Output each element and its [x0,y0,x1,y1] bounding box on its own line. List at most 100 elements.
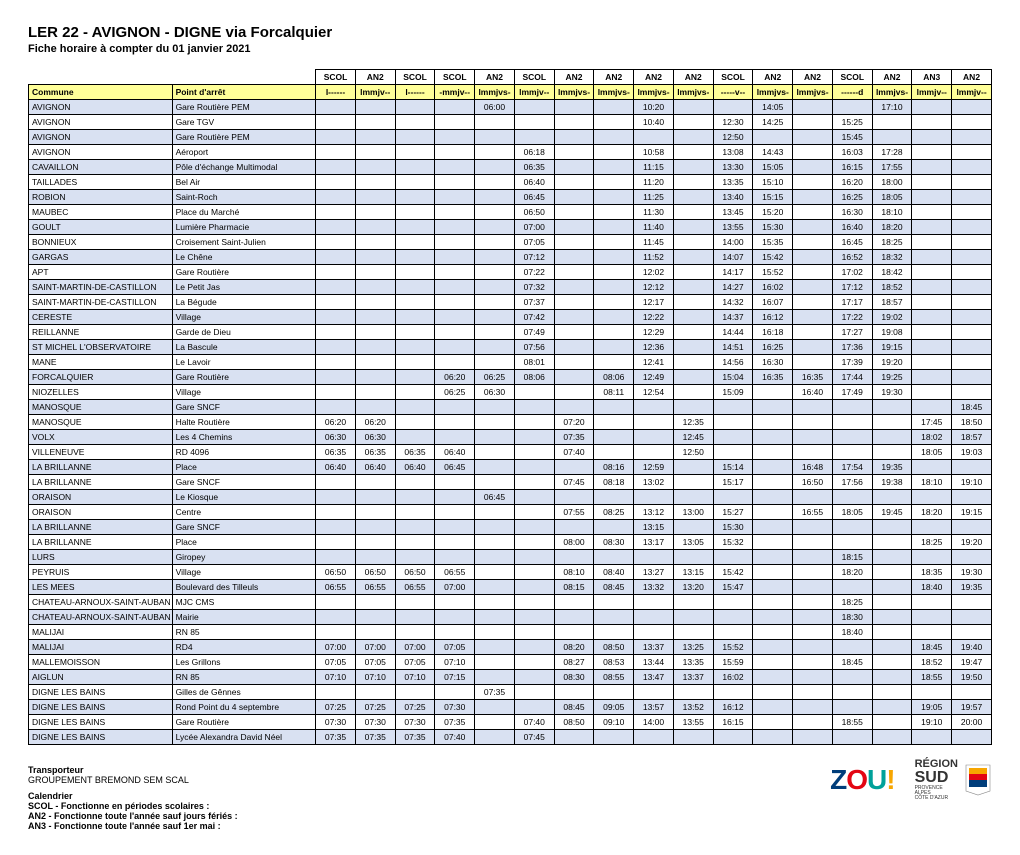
cell-time [395,310,435,325]
cell-time: 17:22 [832,310,872,325]
cell-time [673,280,713,295]
cell-time: 06:00 [475,100,515,115]
cell-time [475,520,515,535]
cell-time [554,400,594,415]
cell-arret: Gare Routière [172,370,316,385]
cell-time: 07:30 [316,715,356,730]
cell-commune: GARGAS [29,250,173,265]
cell-time [435,115,475,130]
cell-time [316,190,356,205]
cell-commune: MANOSQUE [29,400,173,415]
cell-time [634,430,674,445]
cell-arret: RD 4096 [172,445,316,460]
cell-time [673,490,713,505]
cell-time: 06:35 [514,160,554,175]
table-row: TAILLADESBel Air06:4011:2013:3515:1016:2… [29,175,992,190]
cell-time: 16:12 [713,700,753,715]
cell-time [355,325,395,340]
table-row: REILLANNEGarde de Dieu07:4912:2914:4416:… [29,325,992,340]
cell-time: 07:10 [316,670,356,685]
cell-time [952,205,992,220]
cell-time [435,430,475,445]
zou-logo: ZOU! [830,764,894,796]
table-row: MANOSQUEGare SNCF18:45 [29,400,992,415]
cell-time [753,715,793,730]
cell-time [554,340,594,355]
cell-time [594,130,634,145]
cell-time: 17:17 [832,295,872,310]
cell-time [554,385,594,400]
cell-time [355,295,395,310]
cell-time [355,685,395,700]
cell-time [912,595,952,610]
cell-time: 16:55 [793,505,833,520]
cell-time [355,100,395,115]
calendrier-an2: AN2 - Fonctionne toute l'année sauf jour… [28,811,238,821]
cell-arret: Mairie [172,610,316,625]
cell-commune: DIGNE LES BAINS [29,700,173,715]
col-days: ------d [832,85,872,100]
cell-time [475,265,515,280]
cell-time: 08:53 [594,655,634,670]
cell-time [832,520,872,535]
cell-time [355,115,395,130]
cell-time: 06:50 [395,565,435,580]
cell-time: 07:37 [514,295,554,310]
cell-time: 13:02 [634,475,674,490]
cell-time [673,220,713,235]
cell-time: 13:00 [673,505,713,520]
col-service: SCOL [435,70,475,85]
cell-time [395,130,435,145]
cell-time: 13:30 [713,160,753,175]
cell-time: 08:50 [594,640,634,655]
cell-arret: RN 85 [172,625,316,640]
cell-time [355,475,395,490]
cell-time [475,415,515,430]
cell-time: 07:35 [435,715,475,730]
cell-time [355,190,395,205]
cell-time: 17:02 [832,265,872,280]
cell-time: 15:25 [832,115,872,130]
cell-time [316,280,356,295]
cell-time: 18:02 [912,430,952,445]
cell-time: 12:35 [673,415,713,430]
cell-time [673,475,713,490]
cell-time [475,250,515,265]
cell-time: 13:40 [713,190,753,205]
cell-time [872,595,912,610]
transporteur-label: Transporteur [28,765,238,775]
cell-time [594,355,634,370]
cell-time: 06:45 [475,490,515,505]
cell-time: 13:15 [673,565,713,580]
cell-time [435,295,475,310]
cell-time [475,160,515,175]
cell-time [673,205,713,220]
cell-time [912,100,952,115]
cell-time [594,190,634,205]
cell-time [395,685,435,700]
cell-time: 06:40 [514,175,554,190]
region-sud-logo: RÉGION SUD PROVENCEALPESCÔTE D'AZUR [915,759,992,801]
cell-time [832,580,872,595]
cell-time [514,460,554,475]
cell-time: 07:49 [514,325,554,340]
cell-time: 06:18 [514,145,554,160]
cell-time: 13:44 [634,655,674,670]
cell-time [355,340,395,355]
cell-time: 14:51 [713,340,753,355]
cell-time: 13:08 [713,145,753,160]
cell-time [753,595,793,610]
cell-time [316,370,356,385]
cell-commune: GOULT [29,220,173,235]
cell-time [395,625,435,640]
cell-time [912,265,952,280]
cell-time [355,265,395,280]
col-days: lmmjv-- [912,85,952,100]
cell-time [753,445,793,460]
cell-time: 06:50 [514,205,554,220]
cell-time: 17:36 [832,340,872,355]
cell-time [793,145,833,160]
cell-time [912,310,952,325]
col-days: -----v-- [713,85,753,100]
cell-time [634,610,674,625]
